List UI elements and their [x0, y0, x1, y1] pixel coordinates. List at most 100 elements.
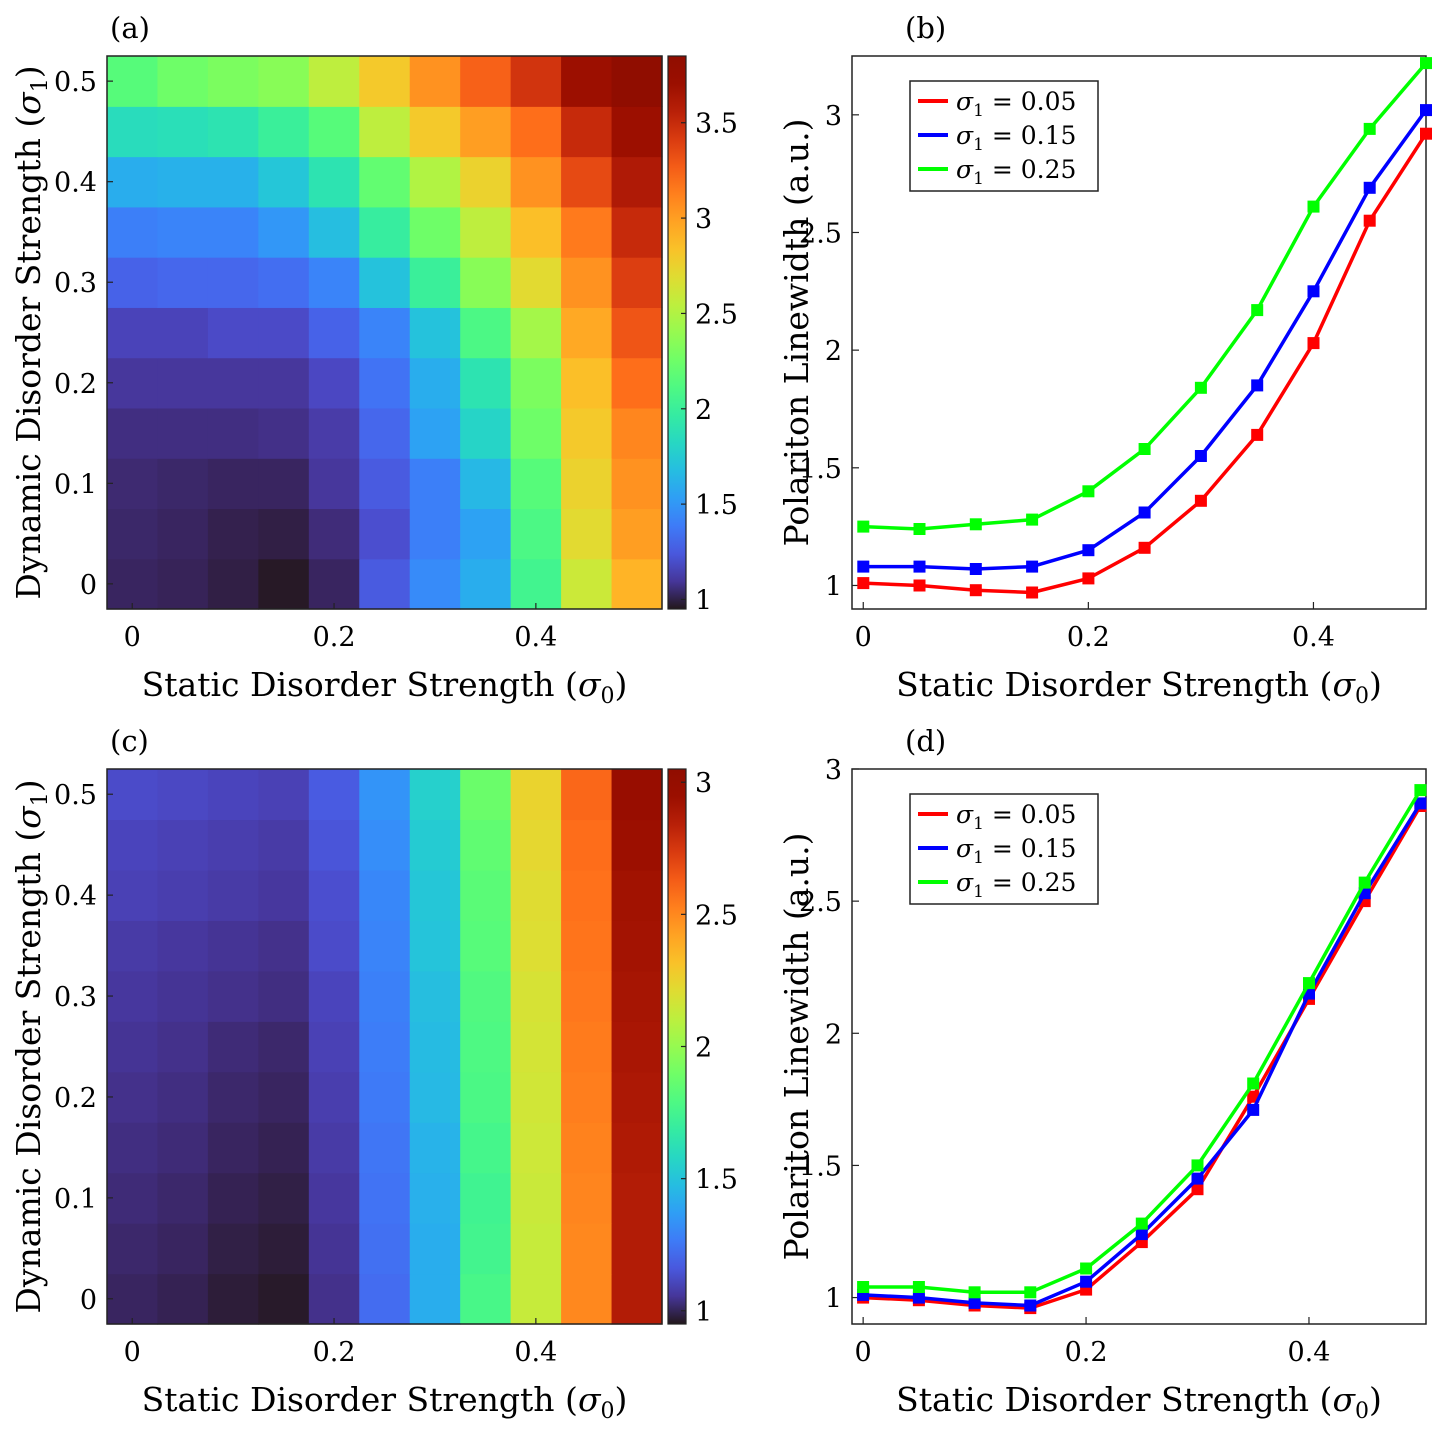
heatmap-frame	[106, 768, 663, 1325]
data-point	[1026, 513, 1039, 526]
heatmap-cell	[611, 1223, 663, 1275]
heatmap-cell	[157, 1223, 209, 1275]
data-point	[1194, 450, 1207, 462]
data-point	[1247, 1077, 1260, 1090]
heatmap-cell	[561, 206, 613, 258]
y-axis-label: Dynamic Disorder Strength (σ1)	[9, 65, 53, 599]
heatmap-cell	[460, 307, 512, 359]
heatmap-cell	[308, 357, 360, 409]
heatmap-cell	[611, 1172, 663, 1224]
data-point	[1307, 337, 1320, 350]
heatmap-cell	[207, 407, 259, 459]
heatmap-cell	[510, 970, 562, 1022]
heatmap-cell	[359, 307, 411, 359]
data-point	[1024, 1286, 1037, 1299]
colorbar-tick-label: 3.5	[695, 109, 738, 140]
heatmap-cell	[157, 407, 209, 459]
heatmap-cell	[258, 458, 310, 510]
data-point	[857, 1281, 870, 1293]
y-tick-label: 0.2	[54, 1083, 97, 1114]
series-2	[857, 784, 1427, 1299]
heatmap-cell	[359, 920, 411, 972]
heatmap-cell	[510, 769, 562, 821]
heatmap-cell	[207, 869, 259, 921]
heatmap-cell	[460, 1273, 512, 1325]
heatmap-cell	[157, 869, 209, 921]
panel-label: (d)	[905, 724, 946, 758]
heatmap-cell	[107, 357, 159, 409]
data-point	[1194, 381, 1207, 394]
heatmap-cell	[258, 920, 310, 972]
heatmap-cell	[157, 1071, 209, 1123]
colorbar-tick-label: 1	[695, 585, 712, 616]
heatmap-cell	[611, 56, 663, 107]
heatmap-cell	[107, 558, 159, 610]
heatmap-cell	[107, 458, 159, 510]
heatmap-cell	[460, 1172, 512, 1224]
heatmap-cell	[107, 1021, 159, 1073]
heatmap-cell	[561, 1223, 613, 1275]
heatmap-cell	[359, 458, 411, 510]
heatmap-cell	[561, 769, 613, 821]
heatmap-cell	[107, 1273, 159, 1325]
series-2	[857, 57, 1432, 535]
heatmap-cell	[409, 357, 461, 409]
heatmap-cell	[409, 106, 461, 158]
heatmap-cell	[308, 970, 360, 1022]
heatmap-cell	[561, 1172, 613, 1224]
heatmap-cell	[107, 56, 159, 107]
heatmap-cell	[561, 970, 613, 1022]
heatmap-cell	[409, 819, 461, 871]
x-tick-label: 0.2	[1065, 1337, 1108, 1368]
heatmap-cell	[359, 257, 411, 308]
data-point	[913, 523, 926, 535]
data-point	[1026, 560, 1039, 573]
heatmap-cell	[409, 970, 461, 1022]
heatmap-cell	[510, 458, 562, 510]
heatmap-cell	[611, 819, 663, 871]
heatmap-cell	[157, 458, 209, 510]
heatmap-cell	[409, 1172, 461, 1224]
heatmap-cell	[107, 970, 159, 1022]
heatmap-cell	[359, 1273, 411, 1325]
x-axis-label: Static Disorder Strength (σ0)	[142, 1380, 628, 1424]
heatmap-cell	[107, 1172, 159, 1224]
heatmap-cell	[359, 1172, 411, 1224]
data-point	[913, 579, 926, 592]
heatmap-cell	[308, 307, 360, 359]
heatmap-cell	[308, 769, 360, 821]
heatmap-cell	[258, 257, 310, 308]
heatmap-cell	[207, 1071, 259, 1123]
heatmap-cell	[359, 558, 411, 610]
heatmap-cell	[460, 1122, 512, 1174]
heatmap-cell	[510, 206, 562, 258]
heatmap-cell	[157, 106, 209, 158]
heatmap-cell	[409, 508, 461, 560]
heatmap-cell	[359, 1071, 411, 1123]
heatmap-cell	[510, 106, 562, 158]
heatmap-cell	[510, 156, 562, 208]
x-tick-label: 0.4	[1292, 622, 1335, 653]
colorbar-tick-label: 1.5	[695, 1165, 738, 1196]
heatmap-cell	[207, 769, 259, 821]
heatmap-cell	[207, 819, 259, 871]
y-axis-label: Polariton Linewidth (a.u.)	[777, 118, 816, 546]
heatmap-cell	[258, 1223, 310, 1275]
heatmap-cell	[409, 458, 461, 510]
data-point	[1080, 1275, 1093, 1288]
data-point	[1414, 797, 1427, 810]
data-point	[968, 1286, 981, 1299]
legend-entry: σ1 = 0.05	[956, 87, 1076, 121]
heatmap-cell	[460, 1223, 512, 1275]
heatmap-cell	[409, 1122, 461, 1174]
panel-label: (b)	[905, 11, 946, 45]
heatmap-cell	[258, 508, 310, 560]
heatmap-cell	[157, 819, 209, 871]
y-tick-label: 0.5	[54, 67, 97, 98]
y-tick-label: 2.5	[799, 218, 842, 249]
heatmap-cell	[561, 407, 613, 459]
data-point	[1024, 1299, 1037, 1312]
heatmap-cell	[107, 257, 159, 308]
colorbar-tick-label: 3	[695, 768, 712, 799]
